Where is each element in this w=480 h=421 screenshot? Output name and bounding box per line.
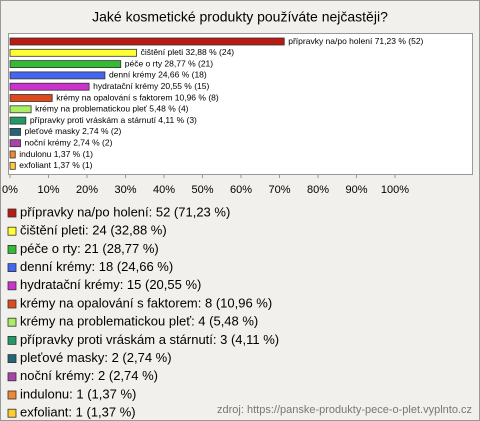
legend-label: indulonu: 1 (1,37 %) bbox=[20, 386, 136, 401]
data-label: indulonu 1,37 % (1) bbox=[19, 149, 93, 159]
bar bbox=[9, 94, 53, 102]
bar bbox=[9, 105, 32, 114]
legend-label: exfoliant: 1 (1,37 %) bbox=[20, 405, 136, 420]
data-label: přípravky proti vráskám a stárnutí 4,11 … bbox=[30, 115, 197, 125]
bar bbox=[9, 48, 137, 57]
x-tick-label: 40% bbox=[153, 184, 175, 196]
bar bbox=[9, 82, 90, 91]
legend-swatch bbox=[7, 317, 17, 327]
legend-label: noční krémy: 2 (2,74 %) bbox=[20, 368, 158, 383]
x-tick-label: 100% bbox=[381, 184, 409, 196]
legend-label: pleťové masky: 2 (2,74 %) bbox=[20, 350, 172, 365]
x-tick-label: 60% bbox=[230, 184, 252, 196]
legend-swatch bbox=[7, 244, 17, 254]
plot-area bbox=[8, 33, 473, 175]
x-tick-label: 30% bbox=[114, 184, 136, 196]
x-tick-label: 50% bbox=[191, 184, 213, 196]
data-label: péče o rty 28,77 % (21) bbox=[125, 58, 214, 68]
data-label: přípravky na/po holení 71,23 % (52) bbox=[288, 36, 423, 46]
x-tick-label: 20% bbox=[76, 184, 98, 196]
legend-swatch bbox=[7, 208, 17, 218]
data-label: krémy na problematickou pleť 5,48 % (4) bbox=[35, 104, 189, 114]
legend-swatch bbox=[7, 263, 17, 273]
data-label: krémy na opalování s faktorem 10,96 % (8… bbox=[56, 92, 219, 102]
legend-label: denní krémy: 18 (24,66 %) bbox=[20, 259, 173, 274]
legend-label: přípravky proti vráskám a stárnutí: 3 (4… bbox=[20, 332, 279, 347]
legend-swatch bbox=[7, 281, 17, 291]
chart-title: Jaké kosmetické produkty používáte nejča… bbox=[92, 9, 388, 25]
legend-swatch bbox=[7, 226, 17, 236]
bar bbox=[9, 116, 27, 125]
legend-swatch bbox=[7, 408, 17, 418]
x-tick-label: 10% bbox=[37, 184, 59, 196]
bar bbox=[9, 161, 16, 170]
legend-label: krémy na opalování s faktorem: 8 (10,96 … bbox=[20, 295, 272, 310]
x-tick-label: 90% bbox=[345, 184, 367, 196]
data-label: denní krémy 24,66 % (18) bbox=[109, 70, 207, 80]
legend-label: čištění pleti: 24 (32,88 %) bbox=[20, 223, 167, 238]
legend-swatch bbox=[7, 354, 17, 364]
bar bbox=[9, 60, 122, 68]
legend-label: hydratační krémy: 15 (20,55 %) bbox=[20, 277, 201, 292]
bar bbox=[9, 139, 21, 148]
legend-label: přípravky na/po holení: 52 (71,23 %) bbox=[20, 204, 230, 219]
data-label: pleťové masky 2,74 % (2) bbox=[25, 126, 122, 136]
bar bbox=[9, 37, 285, 46]
data-label: hydratační krémy 20,55 % (15) bbox=[93, 81, 209, 91]
bar bbox=[9, 71, 106, 80]
bar bbox=[9, 150, 16, 159]
legend-label: krémy na problematickou pleť: 4 (5,48 %) bbox=[20, 314, 258, 329]
legend-swatch bbox=[7, 390, 17, 400]
data-label: exfoliant 1,37 % (1) bbox=[19, 160, 92, 170]
bar bbox=[9, 127, 21, 136]
data-label: noční krémy 2,74 % (2) bbox=[25, 137, 113, 147]
legend-swatch bbox=[7, 335, 17, 345]
x-tick-label: 70% bbox=[268, 184, 290, 196]
data-label: čištění pleti 32,88 % (24) bbox=[141, 47, 235, 57]
x-tick-label: 80% bbox=[307, 184, 329, 196]
legend-swatch bbox=[7, 372, 17, 382]
source: zdroj: https://panske-produkty-pece-o-pl… bbox=[217, 404, 472, 416]
x-tick-label: 0% bbox=[2, 184, 18, 196]
legend-label: péče o rty: 21 (28,77 %) bbox=[20, 241, 159, 256]
legend-swatch bbox=[7, 299, 17, 309]
